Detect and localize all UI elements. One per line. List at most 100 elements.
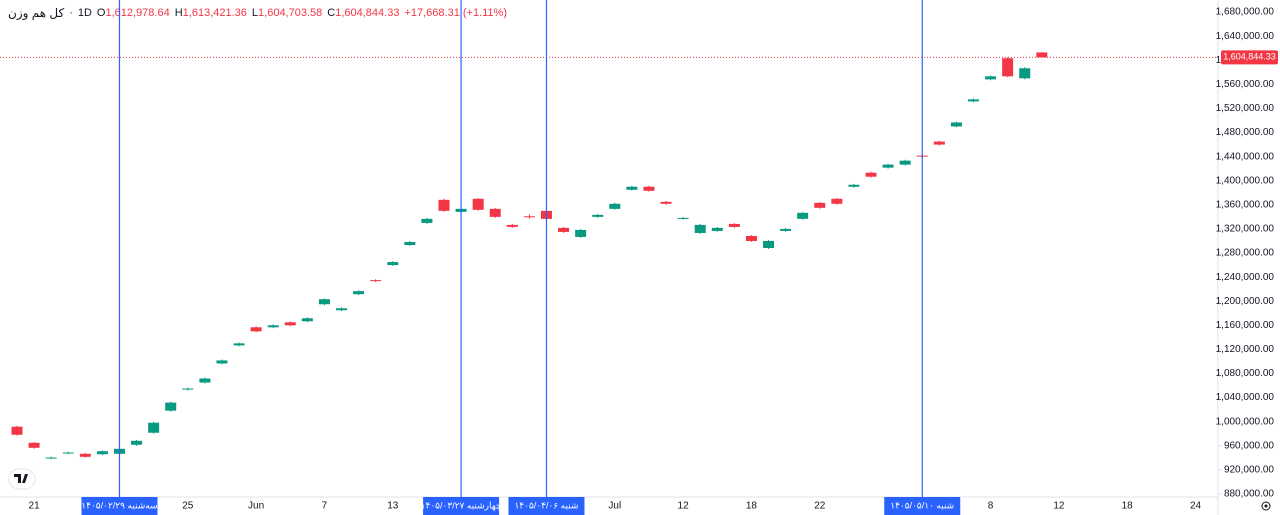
candle-body — [1036, 52, 1048, 58]
candle-body — [694, 224, 706, 233]
candle-body — [558, 227, 570, 232]
x-tick-label: 12 — [678, 501, 690, 512]
last-price-label: 1,604,844.33 — [1223, 52, 1276, 62]
y-tick-label: 1,120,000.00 — [1216, 344, 1275, 355]
marker-label-box — [81, 497, 158, 515]
field-value: 1,604,703.58 — [258, 7, 323, 19]
ohlc-field: C1,604,844.33 — [327, 7, 399, 19]
last-price-box — [1221, 50, 1278, 65]
y-tick-label: 1,640,000.00 — [1216, 31, 1275, 42]
field-key: H — [174, 7, 183, 19]
candle-body — [28, 442, 40, 448]
x-tick-label: Jun — [248, 501, 264, 512]
candle-body — [728, 223, 740, 227]
y-tick-label: 1,560,000.00 — [1216, 79, 1275, 90]
y-tick-label: 920,000.00 — [1224, 465, 1274, 476]
candle-body — [899, 160, 911, 165]
candle-body — [506, 224, 518, 227]
candle-body — [148, 422, 160, 433]
candle-body — [96, 451, 108, 455]
candle-body — [1002, 58, 1014, 77]
symbol: کل هم وزن — [8, 6, 65, 20]
ohlc-field: O1,612,978.64 — [97, 7, 170, 19]
candle-body — [233, 343, 245, 346]
candle-body — [489, 208, 501, 217]
x-tick-label: 18 — [1122, 501, 1134, 512]
y-tick-label: 960,000.00 — [1224, 440, 1274, 451]
candle-body — [45, 457, 57, 459]
candle-body — [967, 99, 979, 102]
x-tick-label: 12 — [1053, 501, 1065, 512]
x-tick-label: 13 — [387, 501, 399, 512]
candle-body — [11, 426, 23, 435]
field-value: 1,613,421.36 — [182, 7, 247, 19]
y-tick-label: 1,320,000.00 — [1216, 224, 1275, 235]
candle-body — [284, 322, 296, 326]
interval: 1D — [77, 7, 92, 19]
candle-body — [336, 308, 348, 311]
y-tick-label: 1,240,000.00 — [1216, 272, 1275, 283]
candle-body — [387, 262, 399, 266]
marker-label: چهارشنبه ۱۴۰۵/۰۳/۲۷ — [421, 500, 502, 510]
candle-body — [199, 378, 211, 383]
settings-icon[interactable] — [1261, 501, 1271, 511]
x-tick-label: 8 — [988, 501, 994, 512]
x-tick-label: 25 — [182, 501, 194, 512]
candle-body — [165, 402, 177, 411]
field-value: 1,604,844.33 — [335, 7, 400, 19]
ohlc-field: L1,604,703.58 — [252, 7, 322, 19]
candle-body — [404, 241, 416, 246]
field-value: 1,612,978.64 — [105, 7, 170, 19]
marker-label: شنبه ۱۴۰۵/۰۴/۰۶ — [514, 500, 578, 510]
candle-body — [985, 76, 997, 80]
candle-body — [831, 198, 843, 204]
candle-body — [353, 291, 365, 295]
field-key: C — [327, 7, 336, 19]
y-tick-label: 880,000.00 — [1224, 489, 1274, 500]
y-tick-label: 1,480,000.00 — [1216, 127, 1275, 138]
x-tick-label: 7 — [322, 501, 328, 512]
candle-body — [933, 141, 945, 145]
legend: کل هم وزن · 1D O1,612,978.64 H1,613,421.3… — [8, 6, 507, 20]
candle-body — [865, 172, 877, 177]
candle-body — [780, 228, 792, 231]
candle-body — [592, 214, 604, 217]
marker-label-box — [508, 497, 585, 515]
x-tick-label: Jul — [608, 501, 621, 512]
candle-body — [182, 388, 194, 390]
y-tick-label: 1,040,000.00 — [1216, 392, 1275, 403]
field-key: O — [96, 7, 106, 19]
y-tick-label: 1,360,000.00 — [1216, 199, 1275, 210]
marker-label-box — [884, 497, 961, 515]
y-tick-label: 1,200,000.00 — [1216, 296, 1275, 307]
candle-body — [745, 235, 757, 241]
change: +17,668.31 (+1.11%) — [404, 7, 507, 19]
x-tick-label: 22 — [814, 501, 826, 512]
y-tick-label: 1,680,000.00 — [1216, 7, 1275, 18]
candle-body — [131, 440, 143, 445]
x-tick-label: 21 — [29, 501, 41, 512]
separator: · — [69, 7, 73, 19]
candle-body — [267, 325, 279, 328]
candle-body — [660, 201, 672, 204]
candle-body — [370, 280, 382, 282]
candle-body — [79, 453, 91, 457]
candle-body — [438, 199, 450, 211]
candle-body — [814, 202, 826, 208]
y-tick-label: 1,520,000.00 — [1216, 103, 1275, 114]
y-tick-label: 1,160,000.00 — [1216, 320, 1275, 331]
candle-body — [421, 218, 433, 223]
candle-body — [848, 184, 860, 187]
x-tick-label: 18 — [746, 501, 758, 512]
candle-body — [301, 318, 313, 322]
tv-logo — [8, 468, 36, 490]
candle-body — [763, 240, 775, 249]
candle-body — [609, 203, 621, 209]
y-tick-label: 1,440,000.00 — [1216, 151, 1275, 162]
y-tick-label: 1,280,000.00 — [1216, 248, 1275, 259]
marker-label: شنبه ۱۴۰۵/۰۵/۱۰ — [890, 500, 954, 510]
candle-body — [1019, 68, 1031, 79]
candle-body — [711, 227, 723, 231]
candle-body — [677, 217, 689, 219]
candle-body — [797, 212, 809, 219]
